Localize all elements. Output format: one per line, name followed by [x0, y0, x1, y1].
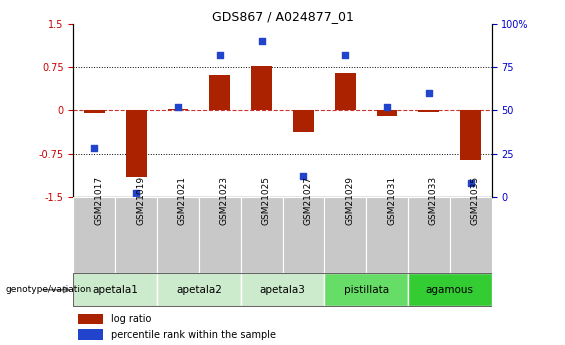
- Bar: [115, 197, 157, 273]
- Bar: [241, 273, 324, 306]
- Text: GSM21035: GSM21035: [471, 176, 480, 225]
- Bar: [77, 329, 103, 340]
- Text: GSM21021: GSM21021: [178, 176, 187, 225]
- Point: [299, 173, 308, 179]
- Bar: [450, 197, 492, 273]
- Bar: [73, 273, 157, 306]
- Point: [466, 180, 475, 186]
- Bar: [282, 197, 324, 273]
- Bar: [377, 110, 398, 116]
- Bar: [125, 110, 147, 177]
- Bar: [209, 75, 231, 110]
- Bar: [241, 197, 282, 273]
- Text: pistillata: pistillata: [344, 285, 389, 295]
- Text: apetala2: apetala2: [176, 285, 222, 295]
- Point: [132, 190, 141, 196]
- Text: GSM21031: GSM21031: [387, 176, 396, 225]
- Bar: [77, 314, 103, 324]
- Text: GSM21027: GSM21027: [303, 176, 312, 225]
- Bar: [199, 197, 241, 273]
- Bar: [157, 197, 199, 273]
- Text: log ratio: log ratio: [111, 314, 151, 324]
- Text: apetala3: apetala3: [259, 285, 306, 295]
- Bar: [366, 197, 408, 273]
- Point: [257, 39, 266, 44]
- Text: GSM21023: GSM21023: [220, 176, 229, 225]
- Bar: [460, 110, 481, 160]
- Text: percentile rank within the sample: percentile rank within the sample: [111, 330, 276, 340]
- Bar: [157, 273, 241, 306]
- Point: [383, 104, 392, 110]
- Title: GDS867 / A024877_01: GDS867 / A024877_01: [211, 10, 354, 23]
- Bar: [408, 197, 450, 273]
- Bar: [167, 109, 189, 110]
- Bar: [418, 110, 440, 111]
- Bar: [334, 73, 356, 110]
- Text: GSM21025: GSM21025: [262, 176, 271, 225]
- Text: GSM21017: GSM21017: [94, 176, 103, 225]
- Point: [424, 90, 433, 96]
- Bar: [73, 197, 115, 273]
- Text: genotype/variation: genotype/variation: [6, 285, 92, 294]
- Text: apetala1: apetala1: [92, 285, 138, 295]
- Text: GSM21029: GSM21029: [345, 176, 354, 225]
- Bar: [84, 110, 105, 113]
- Text: GSM21033: GSM21033: [429, 176, 438, 225]
- Point: [341, 52, 350, 58]
- Text: GSM21019: GSM21019: [136, 176, 145, 225]
- Point: [173, 104, 182, 110]
- Bar: [324, 197, 366, 273]
- Bar: [293, 110, 314, 132]
- Bar: [408, 273, 492, 306]
- Point: [90, 146, 99, 151]
- Bar: [324, 273, 408, 306]
- Text: agamous: agamous: [426, 285, 473, 295]
- Bar: [251, 66, 272, 110]
- Point: [215, 52, 224, 58]
